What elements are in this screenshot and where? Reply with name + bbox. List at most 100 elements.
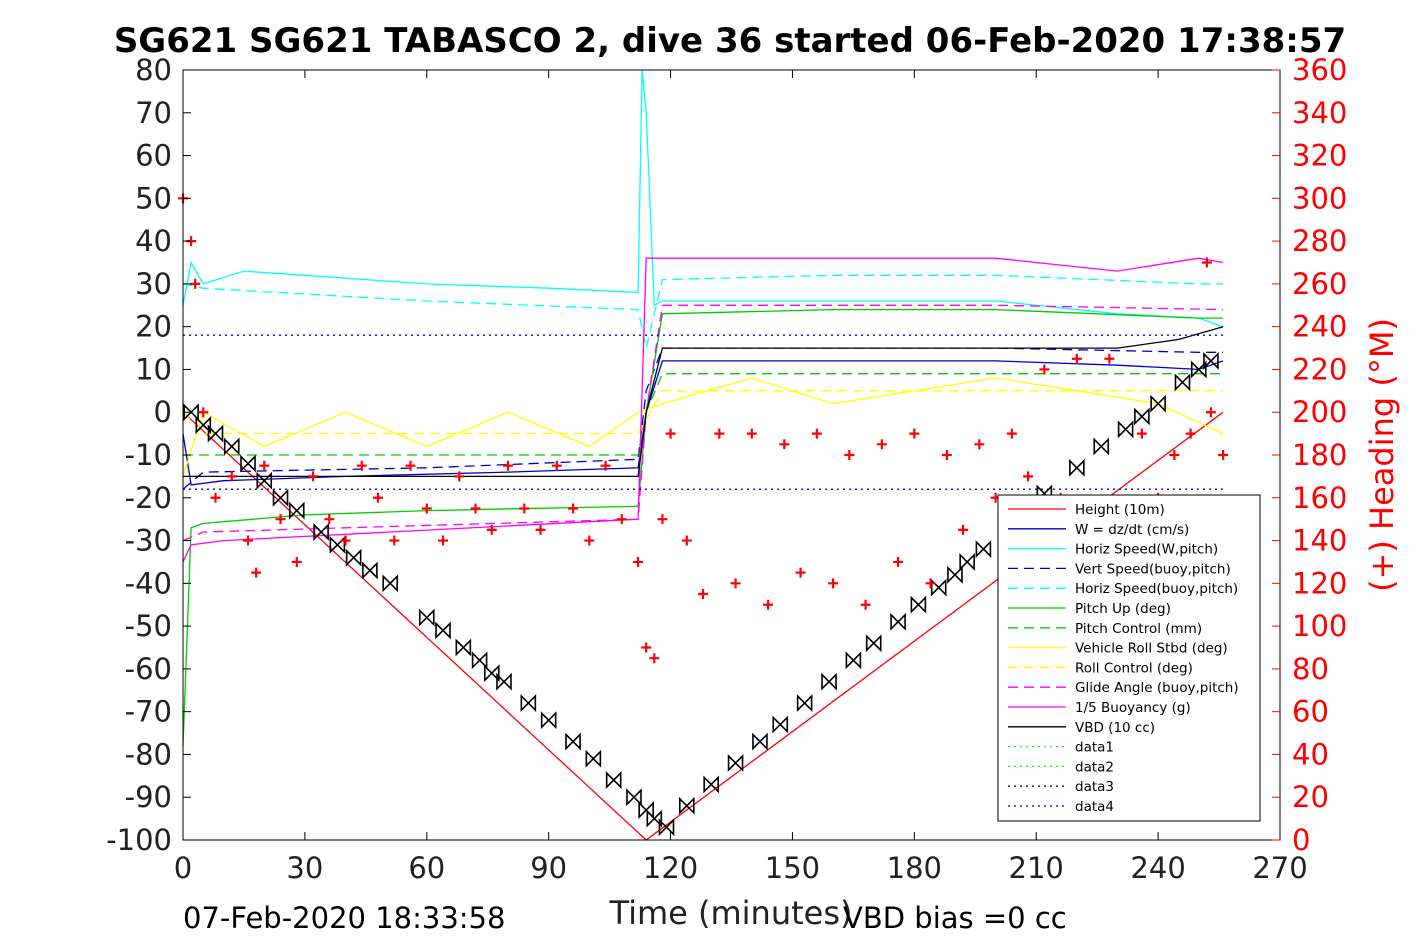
heading-point <box>389 535 400 546</box>
depth-marker <box>959 553 975 571</box>
x-tick-label: 150 <box>765 851 820 885</box>
depth-marker <box>240 454 256 473</box>
depth-marker <box>930 578 947 597</box>
heading-point <box>974 439 985 450</box>
y-tick-label-left: 0 <box>154 395 172 429</box>
depth-marker <box>752 732 768 751</box>
y-tick-label-right: 140 <box>1292 524 1347 558</box>
y-tick-label-right: 260 <box>1292 267 1347 301</box>
series-line-10 <box>182 257 1224 563</box>
y-tick-label-left: 60 <box>135 139 172 173</box>
legend-entry: W = dz/dt (cm/s) <box>1075 522 1189 538</box>
heading-point <box>503 460 514 471</box>
series-line-4 <box>182 274 1224 349</box>
depth-marker <box>540 711 557 730</box>
x-tick-label: 90 <box>530 851 567 885</box>
depth-marker <box>1069 458 1085 477</box>
y-tick-label-left: 30 <box>135 267 172 301</box>
depth-marker <box>727 754 744 772</box>
heading-point <box>616 514 627 525</box>
depth-marker <box>865 634 882 653</box>
legend-entry: data2 <box>1075 759 1114 775</box>
y-tick-label-left: 40 <box>135 224 172 258</box>
y-tick-label-right: 300 <box>1292 181 1347 215</box>
legend: Height (10m) W = dz/dt (cm/s) Horiz Speed(… <box>997 494 1261 822</box>
heading-point <box>1201 257 1212 268</box>
depth-marker <box>626 788 642 807</box>
heading-point <box>1039 364 1050 375</box>
depth-marker <box>605 771 622 790</box>
heading-point <box>909 428 920 439</box>
heading-point <box>568 503 579 514</box>
y-tick-label-right: 280 <box>1292 224 1347 258</box>
x-tick-label: 210 <box>1009 851 1064 885</box>
depth-marker <box>703 775 719 794</box>
y-tick-label-left: -70 <box>125 695 172 729</box>
heading-point <box>811 428 822 439</box>
footer-date: 07-Feb-2020 18:33:58 <box>183 901 505 935</box>
x-tick-label: 60 <box>408 851 445 885</box>
y-tick-label-left: -10 <box>125 438 172 472</box>
heading-point <box>844 450 855 460</box>
depth-marker <box>679 796 695 815</box>
x-tick-label: 0 <box>174 851 192 885</box>
y-tick-label-right: 360 <box>1292 53 1347 87</box>
depth-marker <box>1134 407 1150 426</box>
depth-marker <box>471 651 488 670</box>
depth-marker <box>435 621 451 640</box>
heading-point <box>519 503 530 514</box>
series-line-3 <box>182 347 1224 490</box>
y-tick-label-right: 100 <box>1292 609 1347 643</box>
legend-box <box>997 494 1261 822</box>
heading-point <box>454 471 465 482</box>
y-tick-label-left: 70 <box>135 96 172 130</box>
heading-point <box>876 439 887 450</box>
y-tick-label-left: -50 <box>125 609 172 643</box>
legend-entry: data3 <box>1075 779 1114 795</box>
heading-point <box>421 503 432 514</box>
axes-layer: 0 30 60 90 120 150 180 210 240 270-100-90-80-70-6… <box>106 53 1347 885</box>
heading-point <box>405 460 416 471</box>
y-tick-label-right: 0 <box>1292 823 1310 857</box>
heading-point <box>730 578 741 589</box>
y-tick-label-left: 50 <box>135 181 172 215</box>
heading-point <box>795 567 806 578</box>
depth-marker <box>821 672 837 691</box>
heading-point <box>1104 353 1115 364</box>
series-line-2 <box>182 69 1224 328</box>
series-line-11 <box>183 326 1224 478</box>
depth-marker <box>256 471 273 490</box>
heading-point <box>291 556 302 567</box>
depth-marker <box>1150 394 1166 413</box>
depth-marker <box>890 612 906 631</box>
heading-point <box>779 439 790 450</box>
y-tick-label-right: 220 <box>1292 352 1347 386</box>
heading-point <box>681 535 692 546</box>
depth-marker <box>207 424 224 443</box>
depth-marker <box>418 608 435 627</box>
y-tick-label-right: 320 <box>1292 139 1347 173</box>
depth-marker <box>288 501 305 520</box>
depth-marker <box>496 672 512 691</box>
heading-point <box>251 567 262 578</box>
heading-point <box>356 460 367 471</box>
heading-point <box>210 492 221 503</box>
heading-point <box>259 460 270 471</box>
y-tick-label-left: -40 <box>125 566 172 600</box>
heading-point <box>1023 471 1034 482</box>
y-tick-label-left: 10 <box>135 352 172 386</box>
y-tick-label-left: 80 <box>135 53 172 87</box>
legend-entry: data4 <box>1075 799 1114 815</box>
y-tick-label-left: 20 <box>135 310 172 344</box>
depth-marker <box>362 561 378 580</box>
heading-point <box>470 503 481 514</box>
heading-point <box>657 514 668 525</box>
depth-marker <box>658 818 675 837</box>
legend-entry: data1 <box>1075 740 1114 756</box>
heading-point <box>584 535 595 546</box>
depth-marker <box>1190 360 1207 379</box>
y-tick-label-left: -20 <box>125 481 172 515</box>
legend-entry: Roll Control (deg) <box>1075 660 1193 676</box>
heading-point <box>828 578 839 589</box>
y-tick-label-left: -30 <box>125 524 172 558</box>
